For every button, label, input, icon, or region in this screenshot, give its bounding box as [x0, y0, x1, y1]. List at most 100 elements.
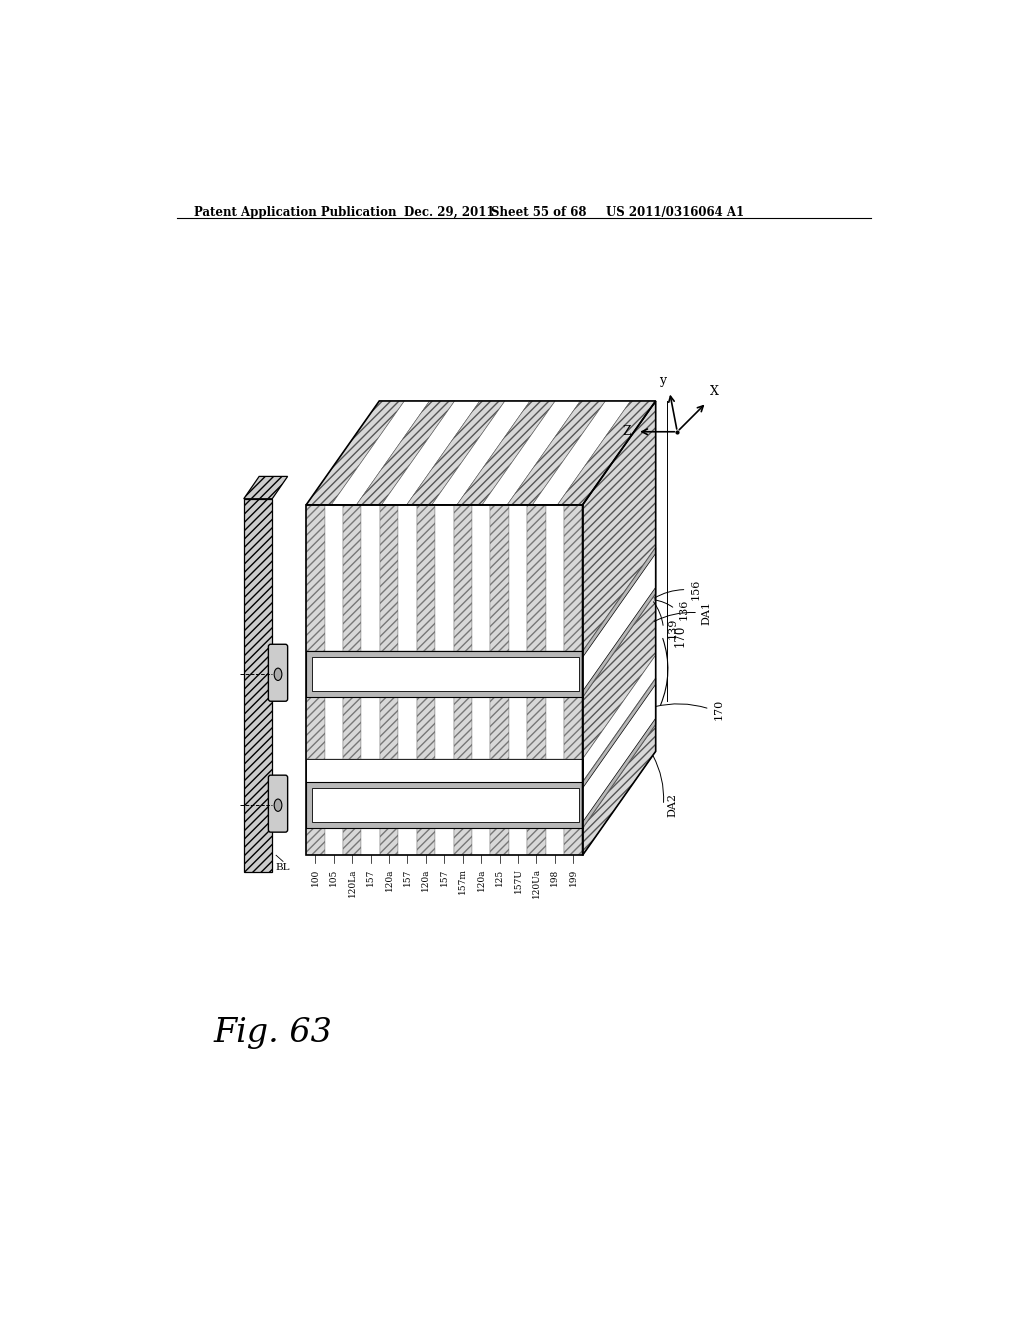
Polygon shape: [532, 401, 631, 506]
Text: 105: 105: [330, 869, 338, 886]
Text: 120a: 120a: [422, 869, 430, 891]
Polygon shape: [356, 401, 455, 506]
Polygon shape: [583, 725, 655, 855]
Polygon shape: [546, 697, 564, 759]
Polygon shape: [454, 829, 472, 855]
FancyBboxPatch shape: [268, 644, 288, 701]
Polygon shape: [490, 506, 509, 651]
Text: 170: 170: [714, 698, 723, 719]
Polygon shape: [382, 401, 480, 506]
Polygon shape: [343, 829, 361, 855]
Ellipse shape: [274, 668, 282, 681]
Polygon shape: [306, 829, 325, 855]
Polygon shape: [432, 401, 530, 506]
Text: Fig. 63: Fig. 63: [214, 1016, 333, 1049]
Polygon shape: [306, 759, 583, 781]
Text: y: y: [658, 374, 666, 387]
Text: 157m: 157m: [459, 869, 467, 895]
Text: 120a: 120a: [477, 869, 485, 891]
Polygon shape: [343, 697, 361, 759]
Text: 120Ua: 120Ua: [532, 869, 541, 899]
Polygon shape: [417, 697, 435, 759]
Polygon shape: [398, 829, 417, 855]
Text: 100: 100: [311, 869, 319, 886]
Polygon shape: [306, 401, 404, 506]
Text: 198: 198: [551, 869, 559, 886]
Polygon shape: [343, 506, 361, 651]
Polygon shape: [564, 506, 583, 651]
Polygon shape: [417, 829, 435, 855]
Polygon shape: [472, 697, 490, 759]
Polygon shape: [457, 401, 555, 506]
Polygon shape: [583, 655, 655, 781]
Text: Dec. 29, 2011: Dec. 29, 2011: [403, 206, 495, 219]
Polygon shape: [306, 697, 325, 759]
Text: 136: 136: [679, 598, 689, 619]
Polygon shape: [398, 506, 417, 651]
Polygon shape: [557, 401, 655, 506]
Polygon shape: [583, 594, 655, 759]
Text: 157U: 157U: [514, 869, 522, 894]
Text: Z: Z: [623, 425, 631, 438]
Polygon shape: [244, 499, 272, 873]
Text: 139: 139: [668, 618, 677, 639]
Polygon shape: [583, 751, 655, 855]
Polygon shape: [312, 788, 580, 822]
Polygon shape: [509, 829, 527, 855]
Polygon shape: [325, 506, 343, 651]
Polygon shape: [435, 829, 454, 855]
Text: BL: BL: [275, 863, 290, 873]
Polygon shape: [472, 829, 490, 855]
Polygon shape: [380, 697, 398, 759]
Polygon shape: [398, 697, 417, 759]
Polygon shape: [306, 506, 325, 651]
Polygon shape: [244, 477, 288, 499]
Polygon shape: [306, 781, 583, 829]
Polygon shape: [472, 506, 490, 651]
Polygon shape: [490, 829, 509, 855]
Text: 156: 156: [690, 579, 700, 601]
Polygon shape: [527, 697, 546, 759]
Text: 120a: 120a: [385, 869, 393, 891]
Polygon shape: [583, 553, 655, 692]
Polygon shape: [546, 829, 564, 855]
Polygon shape: [306, 651, 583, 697]
Polygon shape: [435, 697, 454, 759]
Polygon shape: [380, 829, 398, 855]
Polygon shape: [527, 829, 546, 855]
Polygon shape: [380, 506, 398, 651]
Polygon shape: [583, 684, 655, 822]
Text: 157: 157: [440, 869, 449, 886]
Polygon shape: [564, 829, 583, 855]
Polygon shape: [407, 401, 505, 506]
Polygon shape: [361, 697, 380, 759]
Text: US 2011/0316064 A1: US 2011/0316064 A1: [606, 206, 744, 219]
Text: DA1: DA1: [701, 601, 712, 624]
Text: DA2: DA2: [668, 793, 677, 817]
FancyBboxPatch shape: [268, 775, 288, 832]
Polygon shape: [527, 506, 546, 651]
Polygon shape: [564, 697, 583, 759]
Polygon shape: [583, 401, 655, 651]
Polygon shape: [361, 829, 380, 855]
Text: 157: 157: [367, 869, 375, 886]
Polygon shape: [417, 506, 435, 651]
Polygon shape: [509, 697, 527, 759]
Polygon shape: [482, 401, 581, 506]
Polygon shape: [507, 401, 605, 506]
Polygon shape: [583, 548, 655, 697]
Text: X: X: [710, 385, 719, 397]
Ellipse shape: [274, 799, 282, 812]
Polygon shape: [490, 697, 509, 759]
Text: Patent Application Publication: Patent Application Publication: [195, 206, 397, 219]
Polygon shape: [583, 678, 655, 829]
Polygon shape: [435, 506, 454, 651]
Polygon shape: [546, 506, 564, 651]
Polygon shape: [454, 697, 472, 759]
Polygon shape: [509, 506, 527, 651]
Polygon shape: [325, 829, 343, 855]
Text: 170: 170: [674, 624, 686, 647]
Polygon shape: [361, 506, 380, 651]
Polygon shape: [454, 506, 472, 651]
Text: 157: 157: [403, 869, 412, 886]
